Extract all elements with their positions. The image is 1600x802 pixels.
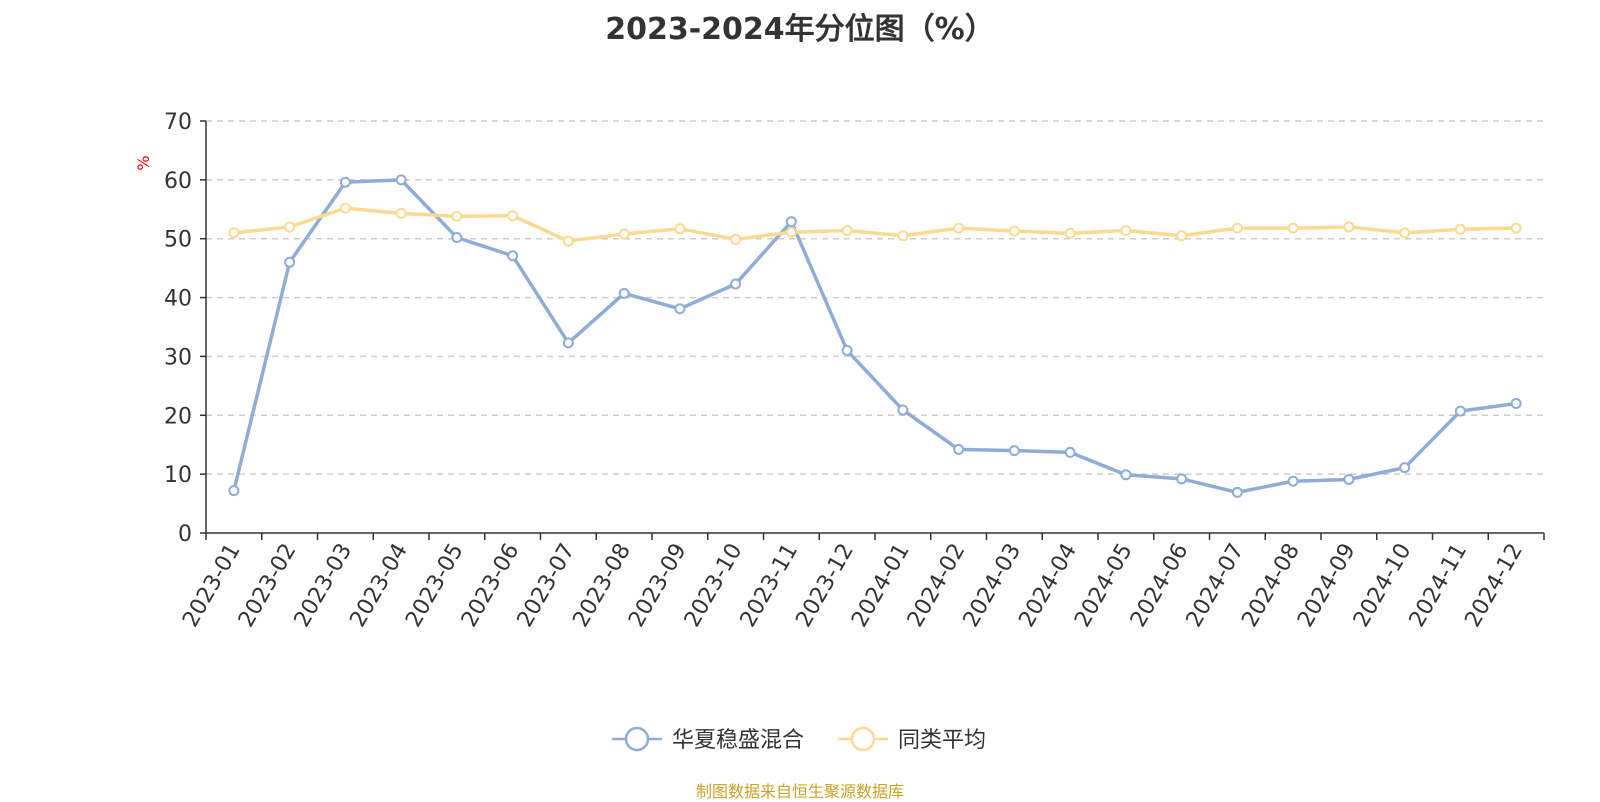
- y-tick-label: 10: [164, 463, 192, 488]
- series-2: [228, 202, 1522, 247]
- data-point[interactable]: [1454, 223, 1466, 235]
- data-point[interactable]: [1231, 486, 1243, 498]
- data-point[interactable]: [618, 287, 630, 299]
- data-point[interactable]: [897, 230, 909, 242]
- data-point[interactable]: [1510, 222, 1522, 234]
- data-point[interactable]: [451, 210, 463, 222]
- chart-title: 2023-2024年分位图（%）: [605, 12, 995, 47]
- legend-item-2[interactable]: 同类平均: [838, 726, 986, 753]
- series-1: [228, 174, 1522, 498]
- data-point[interactable]: [1287, 475, 1299, 487]
- data-point[interactable]: [1064, 227, 1076, 239]
- data-point[interactable]: [228, 485, 240, 497]
- data-point[interactable]: [1287, 222, 1299, 234]
- legend-marker: [850, 726, 876, 752]
- data-point[interactable]: [730, 278, 742, 290]
- data-point[interactable]: [507, 210, 519, 222]
- y-tick-label: 30: [164, 345, 192, 370]
- data-point[interactable]: [618, 228, 630, 240]
- data-source-footer: 制图数据来自恒生聚源数据库: [695, 782, 904, 801]
- data-point[interactable]: [953, 222, 965, 234]
- data-point[interactable]: [451, 232, 463, 244]
- series-line: [232, 178, 1517, 495]
- data-point[interactable]: [1120, 224, 1132, 236]
- grid-lines: [206, 120, 1544, 475]
- data-point[interactable]: [674, 223, 686, 235]
- data-point[interactable]: [1231, 222, 1243, 234]
- y-axis-label: %: [134, 155, 153, 170]
- y-tick-label: 50: [164, 228, 192, 253]
- data-point[interactable]: [284, 221, 296, 233]
- data-point[interactable]: [1510, 398, 1522, 410]
- data-point[interactable]: [1343, 473, 1355, 485]
- data-point[interactable]: [1454, 405, 1466, 417]
- y-tick-label: 40: [164, 287, 192, 312]
- axes: 010203040506070%2023-012023-022023-03202…: [134, 110, 1545, 631]
- data-point[interactable]: [730, 233, 742, 245]
- data-point[interactable]: [1120, 469, 1132, 481]
- data-point[interactable]: [284, 256, 296, 268]
- data-point[interactable]: [841, 224, 853, 236]
- data-point[interactable]: [1399, 462, 1411, 474]
- data-point[interactable]: [228, 227, 240, 239]
- data-point[interactable]: [562, 337, 574, 349]
- series-line: [233, 206, 1517, 243]
- legend-marker: [624, 726, 650, 752]
- data-point[interactable]: [1343, 221, 1355, 233]
- data-point[interactable]: [507, 250, 519, 262]
- y-tick-label: 60: [164, 169, 192, 194]
- data-point[interactable]: [395, 174, 407, 186]
- data-point[interactable]: [785, 226, 797, 238]
- data-point[interactable]: [674, 303, 686, 315]
- data-point[interactable]: [953, 443, 965, 455]
- legend-item-1[interactable]: 华夏稳盛混合: [612, 726, 804, 753]
- data-point[interactable]: [562, 235, 574, 247]
- data-point[interactable]: [1064, 446, 1076, 458]
- data-point[interactable]: [785, 216, 797, 228]
- data-point[interactable]: [897, 404, 909, 416]
- legend-label: 同类平均: [898, 728, 986, 753]
- data-point[interactable]: [1399, 227, 1411, 239]
- data-point[interactable]: [1176, 473, 1188, 485]
- series-lines: [228, 174, 1522, 498]
- y-tick-label: 20: [164, 404, 192, 429]
- data-point[interactable]: [395, 207, 407, 219]
- data-point[interactable]: [339, 202, 351, 214]
- y-tick-label: 0: [178, 522, 192, 547]
- data-point[interactable]: [841, 345, 853, 357]
- data-point[interactable]: [1008, 225, 1020, 237]
- data-point[interactable]: [339, 176, 351, 188]
- y-tick-label: 70: [164, 110, 192, 135]
- legend[interactable]: 华夏稳盛混合 同类平均: [612, 726, 986, 753]
- data-point[interactable]: [1176, 230, 1188, 242]
- data-point[interactable]: [1008, 445, 1020, 457]
- legend-label: 华夏稳盛混合: [672, 728, 804, 753]
